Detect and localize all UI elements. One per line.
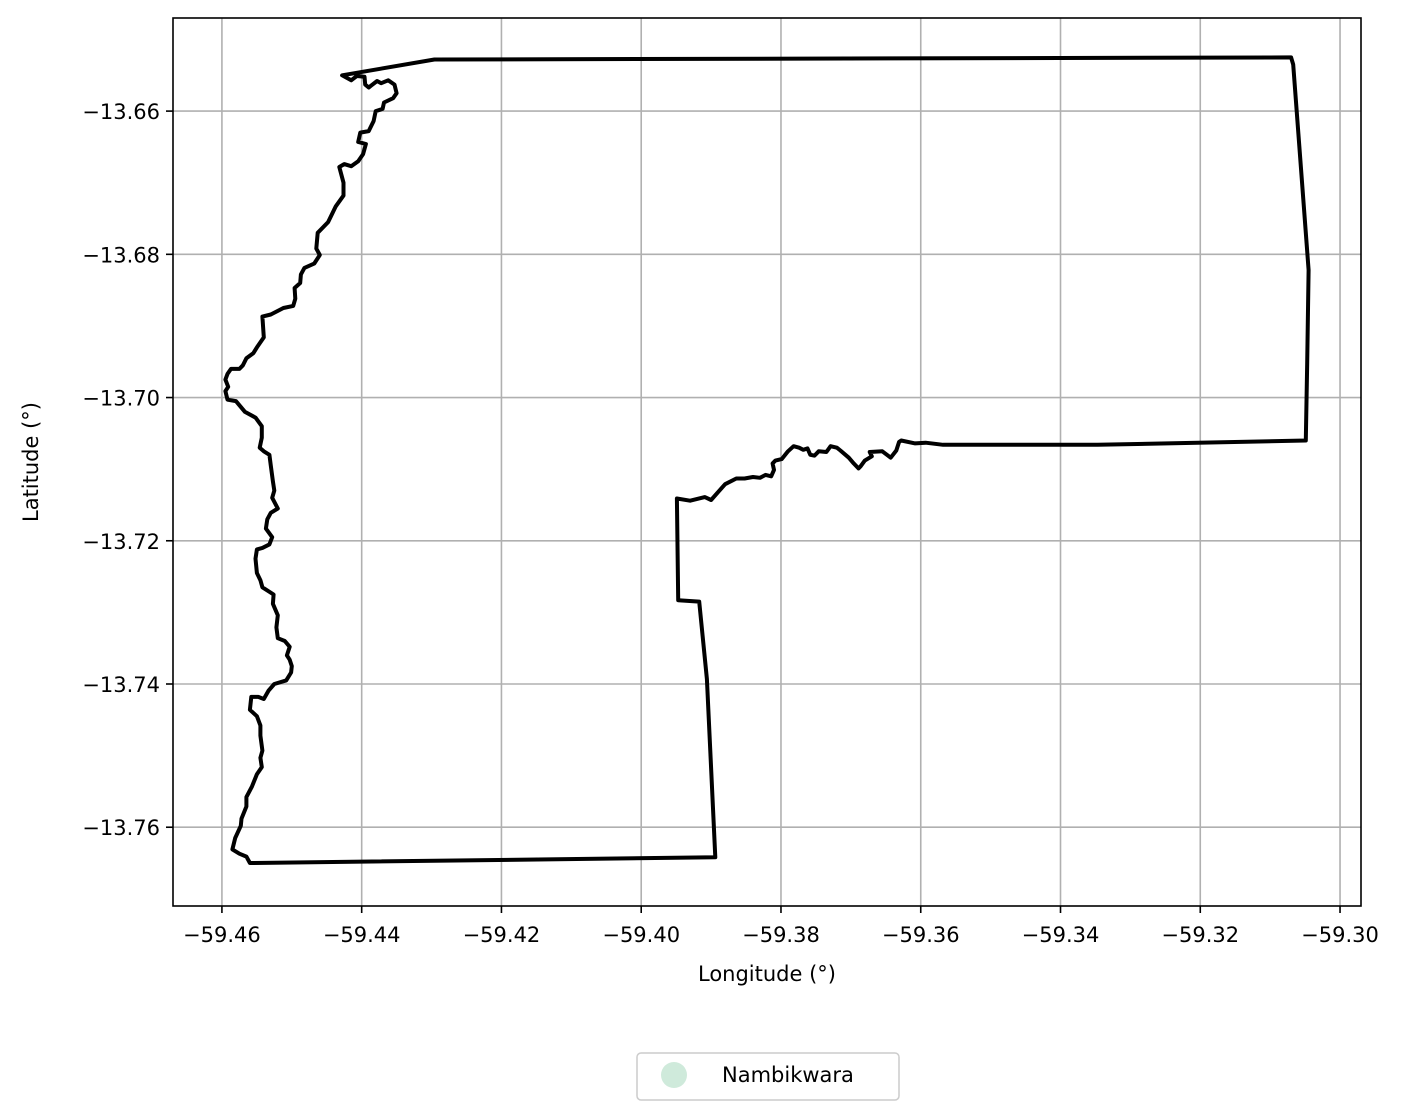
x-tick-label: −59.30 bbox=[1301, 923, 1379, 947]
legend-marker-icon bbox=[661, 1062, 687, 1088]
x-tick-label: −59.34 bbox=[1022, 923, 1100, 947]
x-tick-label: −59.42 bbox=[463, 923, 541, 947]
gridlines bbox=[173, 18, 1361, 906]
y-axis-ticks: −13.66 −13.68 −13.70 −13.72 −13.74 −13.76 bbox=[82, 100, 173, 840]
x-tick-label: −59.38 bbox=[742, 923, 820, 947]
y-axis-label: Latitude (°) bbox=[19, 402, 43, 522]
y-tick-label: −13.76 bbox=[82, 816, 160, 840]
legend-label: Nambikwara bbox=[722, 1063, 854, 1087]
y-tick-label: −13.66 bbox=[82, 100, 160, 124]
legend: Nambikwara bbox=[636, 1052, 900, 1101]
axes-frame bbox=[172, 17, 1362, 907]
legend-box bbox=[636, 1052, 900, 1101]
y-tick-label: −13.72 bbox=[82, 530, 160, 554]
y-tick-label: −13.74 bbox=[82, 673, 160, 697]
y-tick-label: −13.68 bbox=[82, 243, 160, 267]
x-axis-ticks: −59.46 −59.44 −59.42 −59.40 −59.38 −59.36 −59.… bbox=[183, 906, 1379, 947]
x-tick-label: −59.32 bbox=[1161, 923, 1239, 947]
x-axis-label: Longitude (°) bbox=[698, 962, 836, 986]
x-tick-label: −59.36 bbox=[882, 923, 960, 947]
y-tick-label: −13.70 bbox=[82, 387, 160, 411]
x-tick-label: −59.44 bbox=[323, 923, 401, 947]
x-tick-label: −59.40 bbox=[602, 923, 680, 947]
territory-boundary bbox=[223, 55, 1311, 865]
x-tick-label: −59.46 bbox=[183, 923, 261, 947]
